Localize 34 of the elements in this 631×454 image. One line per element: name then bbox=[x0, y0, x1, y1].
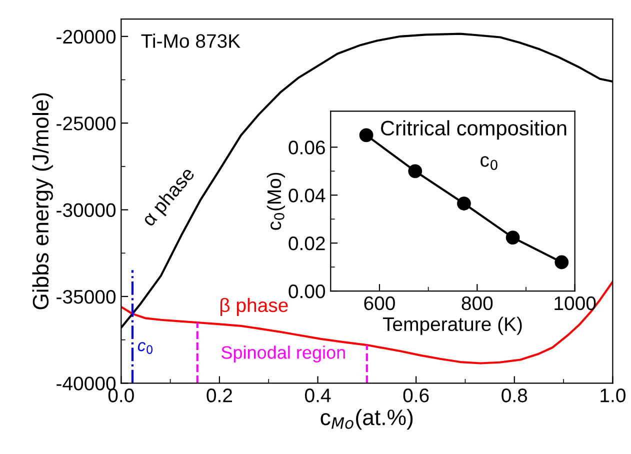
point bbox=[408, 164, 422, 178]
y-tick-label: -30000 bbox=[56, 203, 116, 218]
y-tick-label: -25000 bbox=[56, 116, 116, 130]
y-tick-label: 0.02 bbox=[288, 236, 325, 250]
point bbox=[554, 255, 569, 270]
y-tick-label: -40000 bbox=[56, 376, 116, 390]
x-tick-label: 800 bbox=[462, 296, 493, 310]
y-tick-label: 0.00 bbox=[288, 284, 326, 298]
series-label: β phase bbox=[220, 298, 288, 316]
chart-title: Critrical composition bbox=[381, 120, 566, 140]
x-axis-title: c$_{Mo}$(at.%) bbox=[320, 408, 413, 430]
y-axis-title: c$_{0}$(Mo) bbox=[266, 172, 286, 230]
annotation: Spinodal region bbox=[221, 346, 345, 362]
point bbox=[359, 128, 374, 142]
y-tick-label: -35000 bbox=[56, 290, 116, 304]
text: c$_{0}$ bbox=[480, 156, 498, 170]
y-tick-label: 0.04 bbox=[288, 188, 326, 202]
x-tick-label: 600 bbox=[364, 296, 395, 310]
x-tick-label: 0.2 bbox=[206, 388, 232, 402]
annotation: Ti-Mo 873K bbox=[141, 34, 240, 48]
point bbox=[457, 196, 471, 210]
x-tick-label: 1.0 bbox=[600, 388, 626, 402]
x-tick-label: 0.8 bbox=[502, 388, 528, 402]
y-tick-label: 0.06 bbox=[288, 140, 325, 154]
x-tick-label: 0.4 bbox=[305, 388, 331, 402]
ref-line-label: c$_{0}$ bbox=[138, 342, 153, 354]
x-tick-label: 0.0 bbox=[108, 388, 134, 402]
x-axis-title: Temperature (K) bbox=[382, 316, 522, 335]
x-tick-label: 1000 bbox=[554, 296, 596, 310]
line-series bbox=[121, 280, 613, 364]
point bbox=[506, 230, 520, 245]
y-axis-title: Gibbs energy (J/mole) bbox=[32, 93, 53, 310]
x-tick-label: 0.6 bbox=[403, 388, 429, 402]
y-tick-label: -20000 bbox=[56, 30, 116, 44]
